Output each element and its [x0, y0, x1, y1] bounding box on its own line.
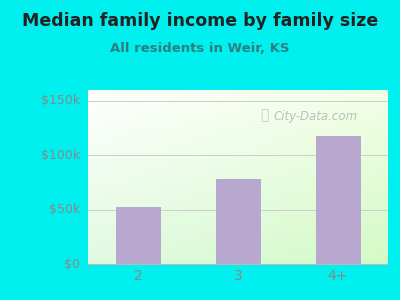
Text: $100k: $100k: [41, 149, 80, 162]
Bar: [116, 208, 160, 264]
Text: Ⓜ: Ⓜ: [260, 108, 269, 122]
Text: Median family income by family size: Median family income by family size: [22, 12, 378, 30]
Text: City-Data.com: City-Data.com: [274, 110, 358, 123]
Bar: [316, 136, 360, 264]
Text: $150k: $150k: [41, 94, 80, 107]
Text: All residents in Weir, KS: All residents in Weir, KS: [110, 42, 290, 55]
Text: $50k: $50k: [49, 203, 80, 216]
Bar: [216, 179, 260, 264]
Text: $0: $0: [64, 257, 80, 271]
